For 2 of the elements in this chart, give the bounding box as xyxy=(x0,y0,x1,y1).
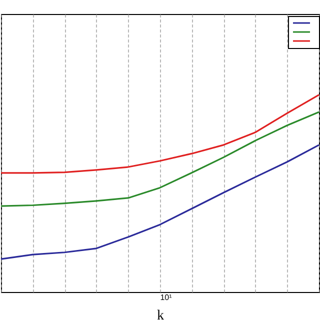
x-axis-title: k xyxy=(157,308,164,320)
text: 10¹ xyxy=(160,293,172,302)
